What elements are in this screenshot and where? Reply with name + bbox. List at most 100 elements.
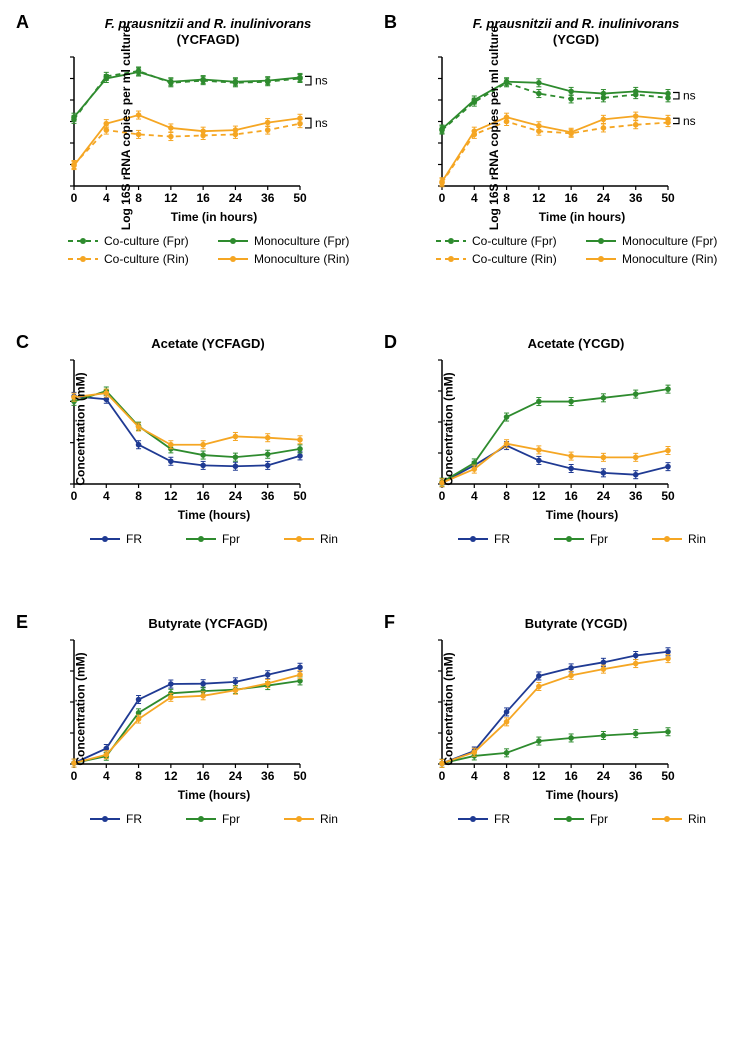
svg-text:0: 0 xyxy=(439,769,446,783)
y-axis-label: Log 16S rRNA copies per ml culture xyxy=(119,26,133,230)
legend-item: Fpr xyxy=(186,812,240,826)
svg-text:24: 24 xyxy=(597,489,611,503)
svg-text:16: 16 xyxy=(196,489,210,503)
plot-area: Concentration (mM) 051015200481216243650 xyxy=(436,634,728,784)
svg-text:50: 50 xyxy=(661,191,675,205)
legend: FRFprRin xyxy=(436,812,728,826)
svg-text:0: 0 xyxy=(71,489,78,503)
svg-text:36: 36 xyxy=(261,191,275,205)
panel-title: Butyrate (YCFAGD) xyxy=(56,616,360,632)
panel-B: B F. prausnitzii and R. inulinivorans (Y… xyxy=(384,16,728,266)
svg-text:4: 4 xyxy=(471,489,478,503)
legend: Co-culture (Fpr) Monoculture (Fpr) Co-cult… xyxy=(68,234,360,266)
legend: FRFprRin xyxy=(68,532,360,546)
plot-area: Log 16S rRNA copies per ml culture 45678… xyxy=(436,51,728,206)
chart-svg: 051015200481216243650 xyxy=(436,634,696,784)
svg-text:12: 12 xyxy=(164,489,178,503)
y-axis-label: Concentration (mM) xyxy=(442,652,456,765)
svg-text:4: 4 xyxy=(103,489,110,503)
svg-text:36: 36 xyxy=(629,769,643,783)
panel-label: E xyxy=(16,612,28,633)
legend-item: Rin xyxy=(652,812,706,826)
svg-text:4: 4 xyxy=(471,769,478,783)
legend-item: Monoculture (Fpr) xyxy=(218,234,360,248)
chart-svg: 203040500481216243650 xyxy=(68,354,328,504)
svg-text:16: 16 xyxy=(196,769,210,783)
x-axis-label: Time (hours) xyxy=(436,508,728,522)
legend-item: Fpr xyxy=(554,812,608,826)
plot-area: Concentration (mM) 051015200481216243650 xyxy=(436,354,728,504)
svg-text:ns: ns xyxy=(683,88,696,102)
legend-item: Rin xyxy=(284,532,338,546)
legend-item: Monoculture (Rin) xyxy=(218,252,360,266)
svg-text:24: 24 xyxy=(229,769,243,783)
svg-text:24: 24 xyxy=(229,489,243,503)
panel-title: F. prausnitzii and R. inulinivorans (YCG… xyxy=(424,16,728,49)
svg-text:50: 50 xyxy=(293,769,307,783)
svg-text:16: 16 xyxy=(564,191,578,205)
y-axis-label: Concentration (mM) xyxy=(74,372,88,485)
x-axis-label: Time (hours) xyxy=(68,508,360,522)
svg-text:8: 8 xyxy=(135,769,142,783)
svg-text:8: 8 xyxy=(503,769,510,783)
x-axis-label: Time (hours) xyxy=(436,788,728,802)
svg-text:50: 50 xyxy=(293,489,307,503)
svg-text:0: 0 xyxy=(439,191,446,205)
svg-text:12: 12 xyxy=(164,769,178,783)
svg-text:8: 8 xyxy=(135,489,142,503)
legend-item: Co-culture (Rin) xyxy=(68,252,210,266)
panel-title: F. prausnitzii and R. inulinivorans (YCF… xyxy=(56,16,360,49)
svg-text:ns: ns xyxy=(315,116,328,130)
legend-item: Co-culture (Rin) xyxy=(436,252,578,266)
panel-title: Acetate (YCGD) xyxy=(424,336,728,352)
legend: FRFprRin xyxy=(436,532,728,546)
svg-text:4: 4 xyxy=(103,769,110,783)
svg-text:12: 12 xyxy=(532,191,546,205)
plot-area: Concentration (mM) 203040500481216243650 xyxy=(68,354,360,504)
plot-area: Concentration (mM) 010203040048121624365… xyxy=(68,634,360,784)
panel-label: D xyxy=(384,332,397,353)
legend-item: Fpr xyxy=(554,532,608,546)
panel-label: F xyxy=(384,612,395,633)
legend-item: Fpr xyxy=(186,532,240,546)
svg-text:36: 36 xyxy=(629,191,643,205)
svg-text:24: 24 xyxy=(597,191,611,205)
panel-label: B xyxy=(384,12,397,33)
x-axis-label: Time (hours) xyxy=(68,788,360,802)
panel-title: Acetate (YCFAGD) xyxy=(56,336,360,352)
legend-item: Monoculture (Fpr) xyxy=(586,234,728,248)
plot-area: Log 16S rRNA copies per ml culture 45678… xyxy=(68,51,360,206)
svg-text:50: 50 xyxy=(661,769,675,783)
svg-text:0: 0 xyxy=(71,769,78,783)
svg-text:36: 36 xyxy=(629,489,643,503)
svg-text:8: 8 xyxy=(503,489,510,503)
panel-C: C Acetate (YCFAGD) Concentration (mM) 20… xyxy=(16,336,360,546)
legend-item: Rin xyxy=(284,812,338,826)
svg-text:8: 8 xyxy=(135,191,142,205)
svg-text:12: 12 xyxy=(164,191,178,205)
svg-text:4: 4 xyxy=(471,191,478,205)
svg-text:16: 16 xyxy=(196,191,210,205)
legend: Co-culture (Fpr) Monoculture (Fpr) Co-cult… xyxy=(436,234,728,266)
panel-label: A xyxy=(16,12,29,33)
panel-A: A F. prausnitzii and R. inulinivorans (Y… xyxy=(16,16,360,266)
panel-E: E Butyrate (YCFAGD) Concentration (mM) 0… xyxy=(16,616,360,826)
svg-text:16: 16 xyxy=(564,489,578,503)
svg-text:36: 36 xyxy=(261,769,275,783)
svg-text:50: 50 xyxy=(661,489,675,503)
svg-text:0: 0 xyxy=(439,489,446,503)
svg-text:4: 4 xyxy=(103,191,110,205)
svg-text:24: 24 xyxy=(229,191,243,205)
svg-text:12: 12 xyxy=(532,489,546,503)
panel-title: Butyrate (YCGD) xyxy=(424,616,728,632)
legend: FRFprRin xyxy=(68,812,360,826)
svg-text:24: 24 xyxy=(597,769,611,783)
chart-svg: 051015200481216243650 xyxy=(436,354,696,504)
legend-item: Co-culture (Fpr) xyxy=(68,234,210,248)
svg-text:12: 12 xyxy=(532,769,546,783)
x-axis-label: Time (in hours) xyxy=(436,210,728,224)
legend-item: Co-culture (Fpr) xyxy=(436,234,578,248)
svg-text:8: 8 xyxy=(503,191,510,205)
svg-text:ns: ns xyxy=(683,113,696,127)
chart-svg: 0102030400481216243650 xyxy=(68,634,328,784)
